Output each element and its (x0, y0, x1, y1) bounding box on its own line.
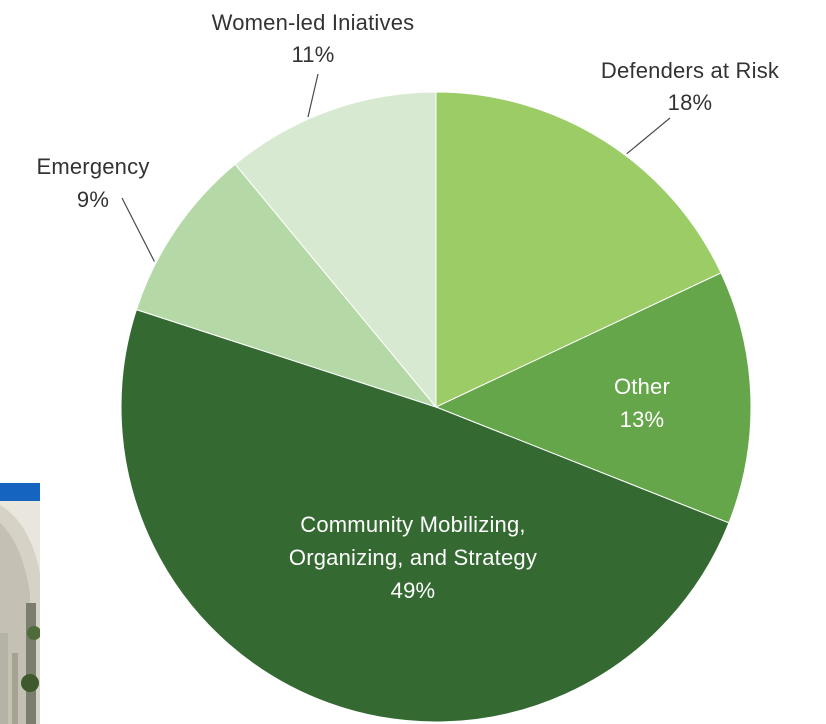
label-women-led-iniatives: Women-led Iniatives (212, 10, 415, 35)
slice-emergency (135, 163, 438, 409)
label-community-line-2: Organizing, and Strategy (289, 545, 537, 570)
label-defenders-at-risk: Defenders at Risk (601, 58, 780, 83)
slice-women-led-iniatives (234, 91, 437, 409)
photo-graphic (0, 483, 40, 724)
leader-line-defenders-at-risk (626, 117, 671, 155)
value-women-led-iniatives: 11% (292, 42, 335, 67)
slice-other (434, 272, 752, 524)
value-community: 49% (391, 578, 436, 603)
slice-community-mobilizing-organizing-and-strategy (120, 309, 730, 723)
label-other: Other (614, 374, 670, 399)
value-other: 13% (620, 407, 665, 432)
value-defenders-at-risk: 18% (668, 90, 713, 115)
label-community-line-1: Community Mobilizing, (300, 512, 526, 537)
leader-line-women-led-iniatives (307, 73, 319, 118)
leader-line-emergency (121, 197, 155, 262)
value-emergency: 9% (77, 187, 109, 212)
label-emergency: Emergency (36, 154, 149, 179)
building-photo-fragment (0, 483, 40, 724)
slice-defenders-at-risk (435, 91, 722, 408)
leader-lines (121, 73, 671, 262)
pie-slices (120, 91, 752, 723)
